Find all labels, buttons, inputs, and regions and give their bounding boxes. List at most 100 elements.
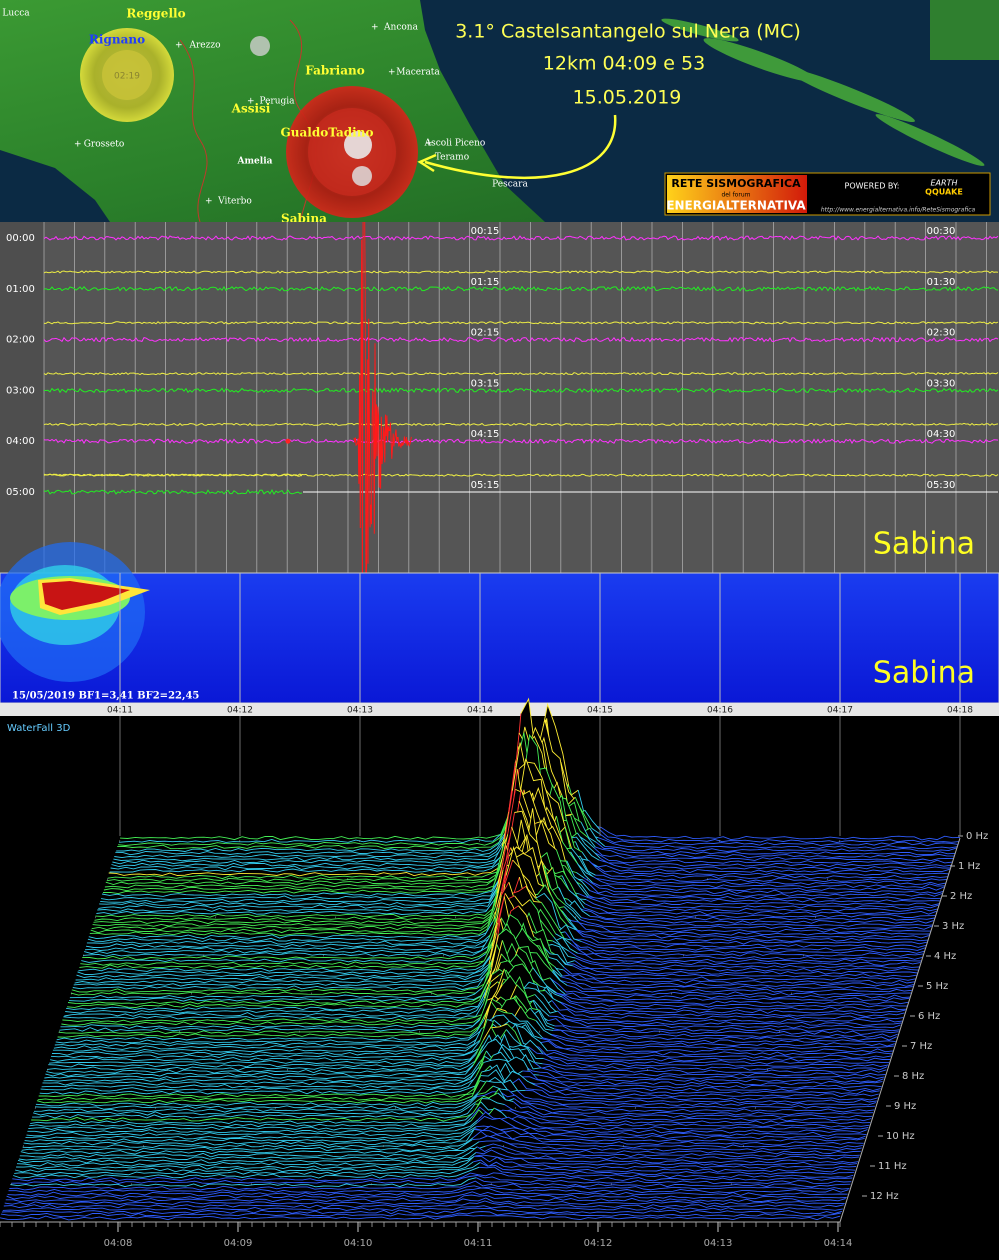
row-line [526, 999, 550, 1017]
row-line [497, 845, 507, 890]
row-line [475, 1088, 500, 1103]
row-line [596, 897, 941, 903]
freq-label: 4 Hz [934, 951, 956, 962]
row-line [564, 1071, 886, 1077]
row-line [32, 1101, 477, 1116]
freq-label: 5 Hz [926, 981, 948, 992]
row-line [114, 840, 505, 859]
row-line [537, 1103, 875, 1113]
time-label: 04:15 [587, 706, 613, 716]
row-line [542, 945, 573, 967]
row-line [584, 809, 601, 831]
row-line [587, 837, 596, 848]
row-line [5, 1194, 846, 1203]
row-line [571, 1026, 900, 1032]
row-line [615, 837, 960, 843]
trace [43, 285, 999, 292]
freq-label: 7 Hz [910, 1041, 932, 1052]
row-line [577, 929, 586, 933]
quarter-label: 01:15 [471, 277, 500, 288]
row-mask [0, 1215, 840, 1221]
place-label: Arezzo [188, 41, 220, 51]
row-line [482, 1001, 492, 1029]
row-line [553, 1029, 577, 1038]
row-line [500, 856, 510, 892]
row-line [84, 940, 491, 951]
row-line [591, 961, 921, 966]
row-line [566, 1015, 903, 1023]
row-mask [3, 1201, 844, 1210]
place-marker: + [205, 197, 213, 207]
row-line [515, 852, 547, 889]
row-line [501, 914, 557, 969]
row-line [524, 1146, 861, 1155]
row-line [592, 958, 922, 963]
row-line [16, 1155, 475, 1170]
row-line [58, 1012, 487, 1035]
row-line [579, 922, 595, 927]
row-line [589, 828, 606, 847]
border [179, 39, 208, 223]
row-line [565, 992, 574, 995]
row-line [0, 1211, 841, 1218]
row-line [586, 948, 924, 957]
row-line [88, 920, 494, 940]
row-line [555, 967, 564, 971]
row-line [593, 851, 610, 861]
place-label: Reggello [126, 7, 185, 21]
row-line [539, 1098, 877, 1106]
quarter-label: 05:15 [471, 480, 500, 491]
row-line [531, 1127, 868, 1134]
event-time: 02:19 [114, 72, 140, 82]
row-line [571, 939, 588, 950]
row-mask [1, 1208, 842, 1216]
row-line [543, 1137, 865, 1142]
trace [43, 473, 303, 477]
trace [43, 235, 999, 241]
row-line [554, 1049, 892, 1059]
row-line [573, 990, 910, 999]
row-line [67, 983, 488, 1008]
row-line [593, 929, 930, 936]
row-line [90, 906, 496, 934]
row-line [14, 1162, 481, 1176]
row-line [557, 1096, 878, 1101]
row-mask [29, 1107, 870, 1129]
row-line [493, 895, 502, 940]
row-line [564, 904, 581, 920]
row-line [565, 1044, 894, 1050]
row-line [596, 919, 933, 927]
row-line [525, 1089, 549, 1099]
row-line [518, 1143, 862, 1152]
row-line [552, 1034, 560, 1037]
row-line [12, 1172, 853, 1182]
row-line [567, 925, 576, 931]
row-line [605, 895, 942, 901]
row-line [96, 900, 494, 915]
row-mask [25, 1126, 866, 1141]
row-line [60, 1017, 481, 1029]
row-line [83, 938, 490, 955]
row-line [509, 1116, 541, 1128]
row-mask [56, 996, 897, 1042]
trace [43, 387, 999, 394]
row-line [595, 846, 611, 852]
spectrogram-content [0, 542, 150, 682]
row-line [519, 1135, 864, 1146]
row-line [506, 1029, 530, 1048]
spectrogram-caption: 15/05/2019 BF1=3,41 BF2=22,45 [12, 691, 199, 702]
row-line [539, 1009, 556, 1027]
row-line [540, 1040, 564, 1050]
row-line [475, 1062, 484, 1077]
row-line [593, 953, 923, 960]
place-label: Lucca [2, 9, 30, 19]
row-line [475, 1154, 506, 1161]
row-line [597, 866, 613, 873]
row-line [44, 1061, 481, 1080]
event-title: 3.1° Castelsantangelo sul Nera (MC) [455, 21, 801, 43]
row-line [50, 1050, 479, 1062]
row-line [614, 864, 951, 871]
row-line [81, 953, 487, 963]
row-line [600, 884, 945, 892]
helicorder [0, 222, 999, 573]
